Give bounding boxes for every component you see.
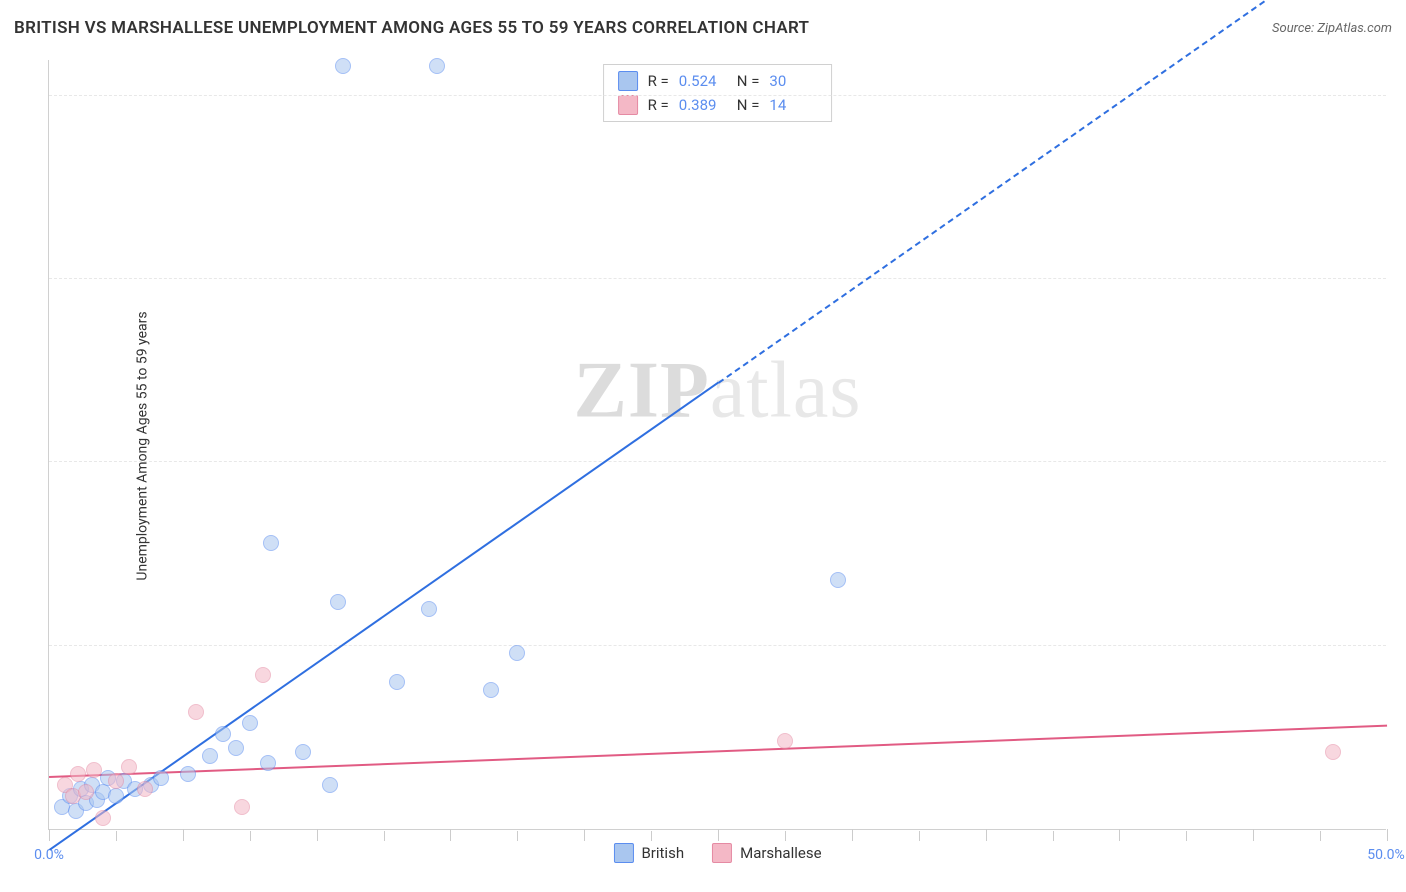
watermark: ZIPatlas — [574, 345, 862, 436]
header: BRITISH VS MARSHALLESE UNEMPLOYMENT AMON… — [14, 18, 1392, 38]
legend-item-british: British — [613, 843, 684, 863]
data-point-british — [389, 674, 405, 690]
x-tick — [517, 831, 518, 841]
swatch-icon — [712, 843, 732, 863]
x-tick — [718, 829, 719, 841]
stat-r-label: R = — [648, 96, 669, 114]
data-point-marshallese — [234, 799, 250, 815]
stat-row-british: R = 0.524 N = 30 — [604, 69, 832, 93]
data-point-british — [421, 601, 437, 617]
source-attribution: Source: ZipAtlas.com — [1272, 21, 1392, 36]
x-tick — [1119, 829, 1120, 841]
stat-n-label: N = — [737, 72, 760, 90]
x-tick — [1387, 829, 1388, 841]
x-tick — [785, 831, 786, 841]
x-tick — [1253, 829, 1254, 841]
y-tick-label: 75.0% — [1396, 255, 1406, 271]
scatter-plot-area: ZIPatlas R =0.524N =30R =0.389N =14 0.0%… — [48, 60, 1386, 830]
stat-n-label: N = — [737, 96, 760, 114]
gridline — [49, 95, 1386, 96]
data-point-british — [322, 777, 338, 793]
data-point-marshallese — [188, 704, 204, 720]
x-tick — [1186, 831, 1187, 841]
x-tick — [852, 829, 853, 841]
stat-row-marshallese: R = 0.389 N = 14 — [604, 93, 832, 117]
legend-label: Marshallese — [740, 844, 821, 862]
data-point-marshallese — [121, 759, 137, 775]
stat-r-value: 0.389 — [679, 96, 727, 114]
x-tick — [1053, 831, 1054, 841]
data-point-british — [153, 770, 169, 786]
x-tick — [919, 831, 920, 841]
stat-n-value: 14 — [769, 96, 817, 114]
data-point-british — [295, 744, 311, 760]
x-tick — [49, 829, 50, 841]
data-point-british — [335, 58, 351, 74]
x-ticks — [49, 829, 1386, 841]
data-point-british — [242, 715, 258, 731]
x-tick — [450, 829, 451, 841]
swatch-icon — [618, 95, 638, 115]
x-tick — [651, 831, 652, 841]
data-point-british — [228, 740, 244, 756]
data-point-british — [509, 645, 525, 661]
x-max-label: 50.0% — [1367, 847, 1405, 863]
y-tick-label: 50.0% — [1396, 438, 1406, 454]
data-point-marshallese — [108, 773, 124, 789]
data-point-marshallese — [1325, 744, 1341, 760]
stat-r-label: R = — [648, 72, 669, 90]
data-point-british — [108, 788, 124, 804]
x-tick — [317, 829, 318, 841]
data-point-marshallese — [137, 781, 153, 797]
stat-r-value: 0.524 — [679, 72, 727, 90]
data-point-marshallese — [70, 766, 86, 782]
swatch-icon — [613, 843, 633, 863]
data-point-british — [215, 726, 231, 742]
data-point-british — [483, 682, 499, 698]
x-tick — [1320, 831, 1321, 841]
gridline — [49, 461, 1386, 462]
data-point-british — [180, 766, 196, 782]
legend-item-marshallese: Marshallese — [712, 843, 821, 863]
gridline — [49, 278, 1386, 279]
chart-title: BRITISH VS MARSHALLESE UNEMPLOYMENT AMON… — [14, 18, 809, 38]
data-point-marshallese — [255, 667, 271, 683]
data-point-british — [263, 535, 279, 551]
x-tick — [986, 829, 987, 841]
data-point-marshallese — [78, 784, 94, 800]
x-tick — [584, 829, 585, 841]
y-tick-label: 100.0% — [1396, 72, 1406, 88]
data-point-british — [330, 594, 346, 610]
data-point-marshallese — [777, 733, 793, 749]
correlation-stats-box: R = 0.524 N = 30 R = 0.389 N = 14 — [603, 64, 833, 122]
stat-n-value: 30 — [769, 72, 817, 90]
data-point-british — [429, 58, 445, 74]
data-point-marshallese — [86, 762, 102, 778]
data-point-british — [830, 572, 846, 588]
legend: British Marshallese — [613, 843, 821, 863]
swatch-icon — [618, 71, 638, 91]
x-tick — [183, 829, 184, 841]
data-point-british — [202, 748, 218, 764]
data-point-british — [260, 755, 276, 771]
gridline — [49, 645, 1386, 646]
x-tick — [384, 831, 385, 841]
legend-label: British — [641, 844, 684, 862]
data-point-marshallese — [95, 810, 111, 826]
trendline-marshallese — [49, 724, 1387, 777]
x-tick — [250, 831, 251, 841]
x-tick — [116, 831, 117, 841]
y-tick-label: 25.0% — [1396, 622, 1406, 638]
trendline-british-extrapolated — [718, 0, 1388, 383]
